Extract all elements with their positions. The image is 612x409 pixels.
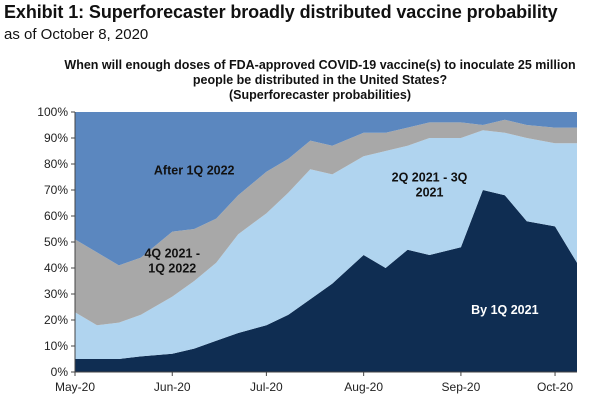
area-by-1q-2021 xyxy=(75,190,577,372)
x-tick-label: May-20 xyxy=(55,380,95,394)
chart-title-line-1: When will enough doses of FDA-approved C… xyxy=(64,58,576,72)
y-tick-label: 90% xyxy=(44,131,68,145)
x-tick-label: Sep-20 xyxy=(442,380,481,394)
chart-title-line-3: (Superforecaster probabilities) xyxy=(229,88,411,102)
x-tick-label: Aug-20 xyxy=(344,380,383,394)
y-tick-label: 0% xyxy=(51,365,69,379)
y-tick-label: 40% xyxy=(44,261,68,275)
area-after-1q-2022 xyxy=(75,112,577,266)
y-tick-label: 70% xyxy=(44,183,68,197)
area-4q-2021-1q-2022 xyxy=(75,119,577,326)
x-tick-label: Jul-20 xyxy=(250,380,283,394)
y-tick-label: 60% xyxy=(44,209,68,223)
exhibit-title: Exhibit 1: Superforecaster broadly distr… xyxy=(4,2,558,22)
exhibit-subtitle: as of October 8, 2020 xyxy=(4,26,149,43)
area-label-2q-2021-3q-2021: 2Q 2021 - 3Q 2021 xyxy=(392,170,468,199)
y-tick-label: 30% xyxy=(44,287,68,301)
x-tick-label: Jun-20 xyxy=(154,380,191,394)
area-label-by-1q-2021: By 1Q 2021 xyxy=(471,303,538,317)
y-tick-label: 50% xyxy=(44,235,68,249)
area-label-4q-2021-1q-2022: 4Q 2021 -1Q 2022 xyxy=(144,246,200,275)
area-2q-2021-3q-2021 xyxy=(75,130,577,359)
y-tick-label: 20% xyxy=(44,313,68,327)
y-tick-label: 100% xyxy=(37,105,68,119)
y-tick-label: 10% xyxy=(44,339,68,353)
chart-title-line-2: people be distributed in the United Stat… xyxy=(192,73,448,87)
x-tick-label: Oct-20 xyxy=(537,380,573,394)
area-label-after-1q-2022: After 1Q 2022 xyxy=(154,164,235,178)
y-tick-label: 80% xyxy=(44,157,68,171)
